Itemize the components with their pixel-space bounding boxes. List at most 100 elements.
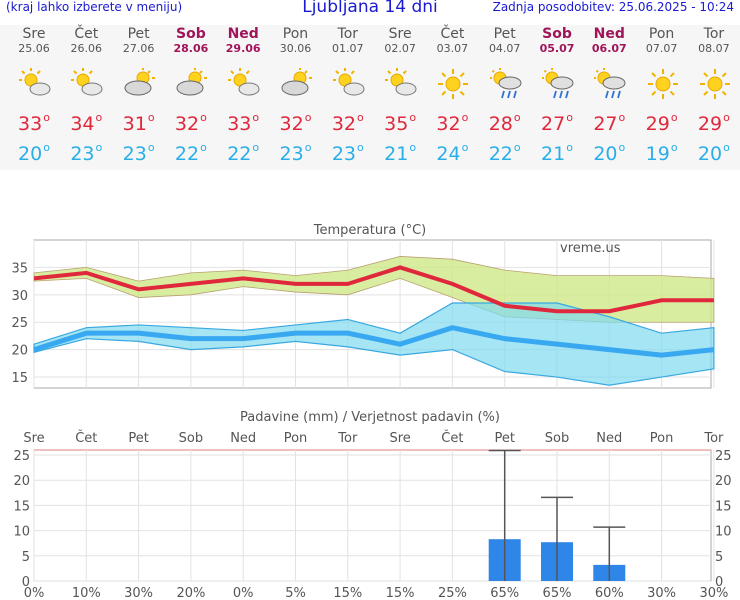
temp-min: 23o: [122, 141, 155, 165]
forecast-day: Čet 26.06 34o 23o: [60, 25, 112, 165]
precip-y-tick-label: 25: [13, 449, 30, 464]
forecast-day: Sob 05.07 27o 21o: [531, 25, 583, 165]
day-date: 02.07: [384, 42, 416, 55]
temp-min: 22o: [227, 141, 260, 165]
day-date: 27.06: [122, 42, 155, 55]
temp-min: 23o: [70, 141, 103, 165]
precip-x-tick-label: Ned: [596, 431, 622, 446]
day-name: Čet: [74, 26, 99, 42]
menu-hint: (kraj lahko izberete v meniju): [6, 0, 183, 14]
temp-max: 32o: [436, 111, 469, 135]
sun-cloud-icon: [19, 68, 51, 96]
precip-x-tick-label: Tor: [337, 431, 358, 446]
temp-min: 22o: [174, 141, 207, 165]
forecast-day: Sob 28.06 32o 22o: [165, 25, 217, 165]
precip-x-tick-label: Čet: [441, 430, 463, 446]
temp-min: 20o: [697, 141, 730, 165]
day-date: 08.07: [698, 42, 730, 55]
day-name: Tor: [703, 26, 725, 42]
temp-min: 21o: [384, 141, 417, 165]
precip-probability: 60%: [595, 586, 624, 600]
precip-probability: 0%: [233, 586, 254, 600]
temp-max: 33o: [227, 111, 260, 135]
precip-x-tick-label: Tor: [703, 431, 724, 446]
precip-probability: 25%: [438, 586, 467, 600]
forecast-day: Sre 02.07 35o 21o: [374, 25, 426, 165]
temp-max: 27o: [593, 111, 626, 135]
temp-min: 20o: [593, 141, 626, 165]
precip-chart-title: Padavine (mm) / Verjetnost padavin (%): [240, 410, 500, 425]
forecast-day: Sre 25.06 33o 20o: [8, 25, 60, 165]
day-date: 26.06: [70, 42, 103, 55]
temp-max: 32o: [331, 111, 364, 135]
temp-max: 29o: [645, 111, 678, 135]
cloud-sun-icon: [281, 68, 312, 96]
forecast-day: Pet 27.06 31o 23o: [113, 25, 165, 165]
page-title: Ljubljana 14 dni: [302, 0, 438, 17]
precip-x-tick-label: Sob: [545, 431, 569, 446]
precip-probability: 30%: [647, 586, 676, 600]
temp-max: 31o: [122, 111, 155, 135]
precip-probability: 15%: [386, 586, 415, 600]
sun-cloud-icon: [385, 68, 417, 96]
precip-x-tick-label: Pon: [650, 431, 674, 446]
temp-min: 19o: [645, 141, 678, 165]
sun-cloud-icon: [228, 68, 260, 96]
temp-y-tick-label: 25: [11, 316, 28, 331]
temp-chart-title: Temperatura (°C): [313, 223, 426, 238]
temp-y-tick-label: 15: [11, 371, 28, 386]
last-updated: Zadnja posodobitev: 25.06.2025 - 10:24: [492, 0, 734, 14]
precip-y-tick-label-right: 10: [715, 525, 732, 540]
day-name: Ned: [593, 26, 625, 42]
day-name: Sob: [176, 26, 206, 42]
day-date: 05.07: [539, 42, 575, 55]
forecast-day: Ned 29.06 33o 22o: [217, 25, 269, 165]
cloud-sun-icon: [124, 68, 155, 96]
temp-min: 24o: [436, 141, 469, 165]
tmin-line: [33, 325, 715, 358]
temp-max: 32o: [174, 111, 207, 135]
sun-rain-icon: [594, 68, 626, 99]
precip-probability: 0%: [24, 586, 45, 600]
sun-rain-icon: [542, 68, 574, 99]
temp-y-tick-label: 35: [11, 261, 28, 276]
day-date: 29.06: [225, 42, 261, 55]
top-bar: (kraj lahko izberete v meniju) Ljubljana…: [0, 0, 740, 22]
temp-max: 32o: [279, 111, 312, 135]
sun-cloud-icon: [332, 68, 365, 96]
forecast-day: Ned 06.07 27o 20o: [583, 25, 635, 165]
sun-icon: [647, 69, 678, 99]
temp-max: 34o: [70, 111, 103, 135]
day-date: 30.06: [279, 42, 312, 55]
day-name: Pon: [282, 26, 309, 42]
precip-x-tick-label: Sre: [389, 431, 410, 446]
precip-y-tick-label-right: 15: [715, 499, 732, 514]
temp-max: 28o: [488, 111, 521, 135]
precip-y-tick-label-right: 25: [715, 449, 732, 464]
temp-min: 21o: [541, 141, 573, 165]
precip-probability: 30%: [699, 586, 728, 600]
day-name: Sre: [22, 26, 46, 42]
precip-probability: 65%: [543, 586, 572, 600]
sun-icon: [699, 69, 730, 99]
precip-y-tick-label: 20: [13, 474, 30, 489]
temp-chart-watermark: vreme.us: [560, 241, 621, 256]
precip-plot-area: [33, 449, 712, 582]
day-date: 25.06: [18, 42, 50, 55]
cloud-sun-icon: [176, 68, 207, 96]
day-name: Tor: [337, 26, 359, 42]
precip-y-tick-label: 10: [13, 525, 30, 540]
temp-y-tick-label: 20: [11, 344, 28, 359]
precip-probability: 20%: [176, 586, 205, 600]
temp-min: 23o: [279, 141, 312, 165]
forecast-strip: Sre 25.06 33o 20o Čet 26.06 34o 23o Pet 27…: [0, 25, 740, 170]
day-name: Ned: [227, 26, 259, 42]
temp-min: 20o: [18, 141, 50, 165]
sun-icon: [438, 69, 469, 99]
forecast-day: Tor 08.07 29o 20o: [688, 25, 740, 165]
precip-y-tick-label-right: 20: [715, 474, 732, 489]
precip-x-tick-label: Ned: [230, 431, 256, 446]
precip-y-tick-label: 0: [22, 575, 30, 590]
precip-probability: 30%: [124, 586, 153, 600]
